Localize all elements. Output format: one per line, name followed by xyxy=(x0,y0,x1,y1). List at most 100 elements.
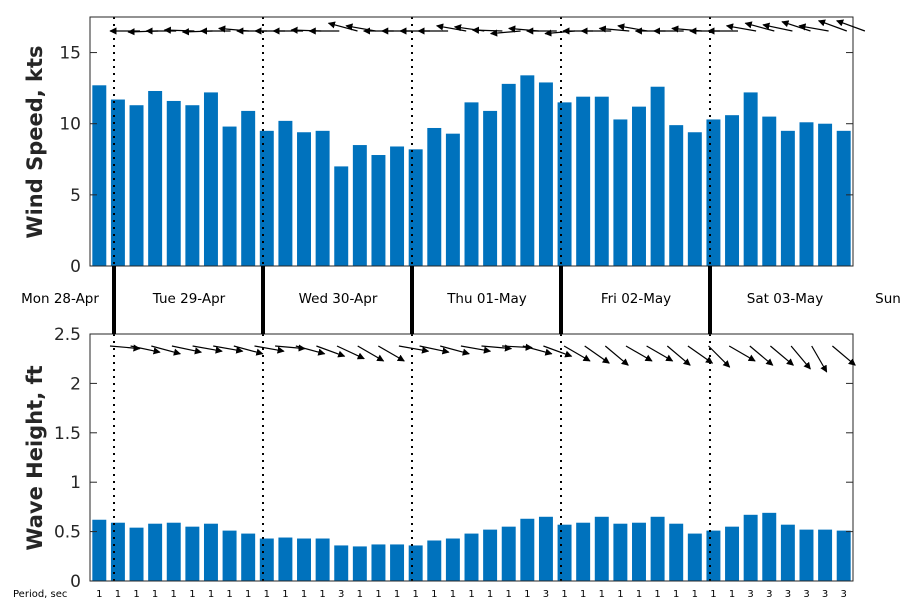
period-value: 1 xyxy=(301,589,307,600)
wave-bar xyxy=(297,538,311,581)
period-value: 1 xyxy=(506,589,512,600)
period-value: 3 xyxy=(822,589,828,600)
wave-bar xyxy=(371,544,386,581)
wave-bar xyxy=(427,540,442,581)
wave-direction-arrow xyxy=(625,345,653,362)
wind-bar xyxy=(576,96,591,267)
wind-bar xyxy=(725,115,740,267)
wind-bar xyxy=(743,92,758,266)
wave-direction-arrow xyxy=(687,345,714,364)
period-value: 1 xyxy=(450,589,456,600)
wave-bar xyxy=(92,519,107,581)
wave-direction-arrow xyxy=(275,344,306,352)
day-label: Sat 03-May xyxy=(747,291,823,307)
period-value: 1 xyxy=(599,589,605,600)
period-value: 1 xyxy=(673,589,679,600)
wave-direction-arrow xyxy=(398,345,430,354)
wind-bar xyxy=(297,132,311,266)
period-value: 1 xyxy=(617,589,623,600)
wave-direction-arrow xyxy=(233,345,264,356)
wind-bar xyxy=(371,155,386,266)
wave-direction-arrow xyxy=(481,344,513,352)
wave-ytick-label: 2 xyxy=(70,374,81,394)
wave-direction-arrow xyxy=(357,345,385,362)
wind-bar xyxy=(557,102,572,267)
period-value: 1 xyxy=(561,589,567,600)
wind-bar xyxy=(166,100,181,266)
period-value: 1 xyxy=(208,589,214,600)
wave-direction-arrow xyxy=(171,345,203,355)
wave-ytick-label: 2.5 xyxy=(54,325,81,345)
wave-bar xyxy=(185,526,200,581)
period-value: 1 xyxy=(654,589,660,600)
wind-bar xyxy=(427,127,442,266)
wind-direction-arrow xyxy=(744,21,775,32)
wave-bar xyxy=(315,538,330,581)
wave-bar xyxy=(203,523,218,581)
wave-ytick-label: 0.5 xyxy=(54,523,81,543)
wind-bar xyxy=(799,122,814,266)
wave-bar xyxy=(557,524,572,581)
wind-bar xyxy=(185,105,200,266)
wind-bar xyxy=(352,145,367,266)
wave-direction-arrow xyxy=(749,345,774,366)
wind-bar xyxy=(390,146,405,266)
wave-axes-box xyxy=(89,333,854,582)
wave-direction-arrow xyxy=(213,345,244,354)
wind-bar xyxy=(650,86,665,266)
wind-bar xyxy=(483,110,498,266)
wave-bar xyxy=(725,526,740,581)
day-label: Tue 29-Apr xyxy=(152,291,226,307)
wind-ytick-label: 15 xyxy=(59,44,81,64)
wind-bar xyxy=(445,133,460,266)
wind-bar xyxy=(687,132,702,266)
wave-direction-arrow xyxy=(543,345,573,358)
wind-bar xyxy=(538,82,553,266)
day-label: Wed 30-Apr xyxy=(299,291,378,307)
period-value: 1 xyxy=(319,589,325,600)
wave-direction-arrow xyxy=(130,345,161,355)
wind-bar xyxy=(92,85,107,266)
period-value: 1 xyxy=(431,589,437,600)
day-label: Sun xyxy=(875,291,900,307)
wave-bar xyxy=(576,522,591,581)
wind-bar xyxy=(315,130,330,266)
wave-bar xyxy=(836,530,851,581)
wind-bar xyxy=(594,96,609,267)
wave-bar xyxy=(799,529,814,581)
wave-direction-arrow xyxy=(584,345,610,364)
wave-ytick-label: 1.5 xyxy=(54,424,81,444)
wind-bar xyxy=(632,106,646,266)
wave-direction-arrow xyxy=(563,345,591,362)
wind-bar xyxy=(278,120,293,267)
wave-height-panel: 0 0.5 1 1.5 2 2.5 xyxy=(54,325,856,592)
wave-direction-arrow xyxy=(254,345,285,354)
wave-bar xyxy=(390,544,405,581)
wind-bar xyxy=(501,83,516,267)
wave-direction-arrow xyxy=(728,345,756,362)
wave-bar xyxy=(743,514,758,581)
period-value: 1 xyxy=(394,589,400,600)
wave-bar xyxy=(613,523,628,581)
period-value: 1 xyxy=(357,589,363,600)
wind-bar xyxy=(408,149,423,266)
wave-height-axis-label: Wave Height, ft xyxy=(23,365,47,550)
wave-bar xyxy=(166,522,181,581)
period-label: Period, sec xyxy=(13,589,67,600)
wave-bar xyxy=(594,516,609,581)
wave-bar xyxy=(464,533,479,581)
wave-bar xyxy=(632,522,646,581)
wave-direction-arrow xyxy=(666,345,691,366)
period-value: 1 xyxy=(152,589,158,600)
wave-bar xyxy=(129,527,144,581)
wind-bar xyxy=(520,75,535,266)
wind-bar xyxy=(110,99,125,266)
wind-direction-arrow xyxy=(345,23,376,32)
wave-bar xyxy=(669,523,684,581)
period-value: 1 xyxy=(282,589,288,600)
wave-direction-arrow xyxy=(604,345,629,366)
wave-bar xyxy=(687,533,702,581)
wind-bar xyxy=(129,105,144,266)
day-label-band: Mon 28-Apr Tue 29-Apr Wed 30-Apr Thu 01-May… xyxy=(21,266,900,334)
period-value: 3 xyxy=(841,589,847,600)
